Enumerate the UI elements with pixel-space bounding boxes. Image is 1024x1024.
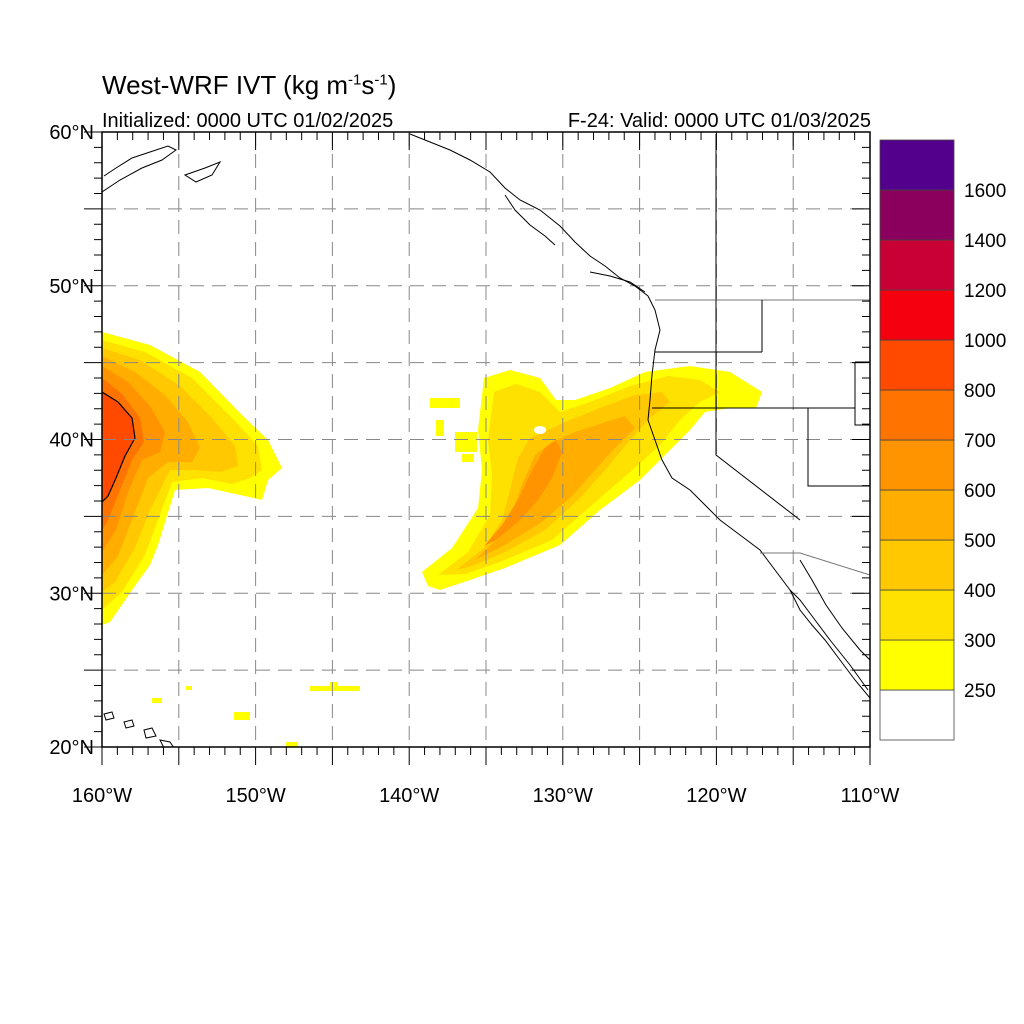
west-pacific-ivt-plume xyxy=(102,332,360,747)
colorbar-label: 1600 xyxy=(964,181,1006,202)
coastlines xyxy=(102,133,870,747)
colorbar-swatch xyxy=(879,539,955,591)
lon-label: 140°W xyxy=(379,785,439,807)
lat-label: 40°N xyxy=(49,430,94,452)
lat-label: 20°N xyxy=(49,737,94,759)
lat-label: 60°N xyxy=(49,122,94,144)
lat-label: 30°N xyxy=(49,583,94,605)
lon-label: 120°W xyxy=(686,785,746,807)
lon-label: 110°W xyxy=(841,785,900,807)
lat-label: 50°N xyxy=(49,276,94,298)
lat-lon-grid xyxy=(102,132,870,747)
colorbar-swatch xyxy=(879,589,955,641)
colorbar-swatch xyxy=(879,489,955,541)
colorbar-swatch xyxy=(879,639,955,691)
colorbar-label: 400 xyxy=(964,581,996,602)
lon-label: 130°W xyxy=(533,785,593,807)
colorbar-swatch xyxy=(879,339,955,391)
ivt-colorbar xyxy=(879,139,955,741)
colorbar-label: 600 xyxy=(964,481,996,502)
colorbar-swatch xyxy=(879,239,955,291)
colorbar-swatch xyxy=(879,389,955,441)
valid-time: F-24: Valid: 0000 UTC 01/03/2025 xyxy=(567,110,871,132)
colorbar-swatch xyxy=(879,689,955,741)
colorbar-label: 700 xyxy=(964,431,996,452)
latitude-labels: 20°N 30°N 40°N 50°N 60°N xyxy=(49,122,94,759)
axis-ticks xyxy=(84,131,871,765)
colorbar-swatch xyxy=(879,139,955,191)
lon-label: 160°W xyxy=(72,785,132,807)
colorbar-label: 1200 xyxy=(964,281,1006,302)
colorbar-label: 250 xyxy=(964,681,996,702)
ivt-fields xyxy=(102,332,762,747)
longitude-labels: 160°W 150°W 140°W 130°W 120°W 110°W xyxy=(72,785,900,807)
political-borders xyxy=(652,134,870,576)
colorbar-label: 1400 xyxy=(964,231,1006,252)
colorbar-swatch xyxy=(879,439,955,491)
colorbar-swatch xyxy=(879,189,955,241)
colorbar-swatch xyxy=(879,289,955,341)
colorbar-label: 1000 xyxy=(964,331,1006,352)
map-title: West-WRF IVT (kg m-1s-1) xyxy=(102,70,397,100)
lon-label: 150°W xyxy=(225,785,285,807)
atmospheric-river-california xyxy=(422,366,762,590)
colorbar-label: 500 xyxy=(964,531,996,552)
colorbar-labels: 250 300 400 500 600 700 800 1000 1200 1400 1600 xyxy=(964,181,1006,702)
initialized-time: Initialized: 0000 UTC 01/02/2025 xyxy=(102,110,394,132)
colorbar-label: 800 xyxy=(964,381,996,402)
colorbar-label: 300 xyxy=(964,631,996,652)
